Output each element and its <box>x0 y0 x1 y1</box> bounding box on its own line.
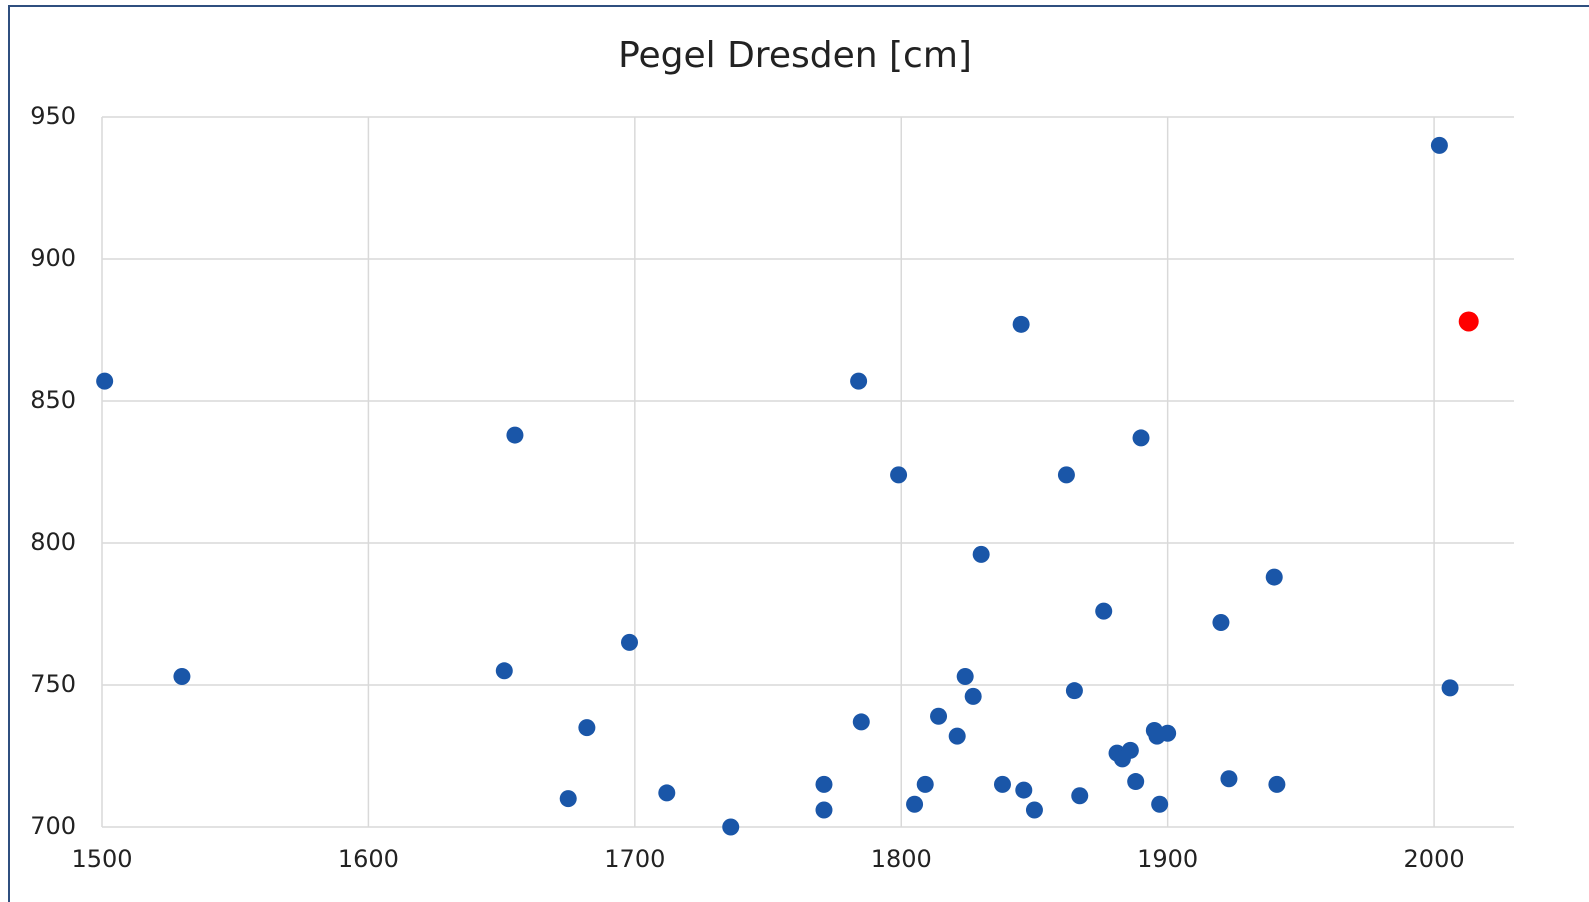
chart-title: Pegel Dresden [cm] <box>618 35 972 76</box>
x-tick-label: 2000 <box>1404 845 1465 873</box>
y-tick-label: 750 <box>30 670 76 698</box>
point <box>722 818 740 836</box>
point <box>578 719 596 737</box>
point <box>96 372 114 390</box>
point <box>621 633 639 651</box>
point <box>850 372 868 390</box>
point <box>1458 311 1479 332</box>
point <box>1121 741 1139 759</box>
point <box>1441 679 1459 697</box>
point <box>972 545 990 563</box>
point <box>1265 568 1283 586</box>
point <box>948 727 966 745</box>
point <box>495 662 513 680</box>
point <box>1095 602 1113 620</box>
point <box>815 775 833 793</box>
point <box>1025 801 1043 819</box>
x-tick-label: 1900 <box>1137 845 1198 873</box>
point <box>1071 787 1089 805</box>
point <box>964 687 982 705</box>
chart-frame <box>8 5 1589 902</box>
point <box>1015 781 1033 799</box>
y-tick-label: 950 <box>30 102 76 130</box>
point <box>1151 795 1169 813</box>
point <box>916 775 934 793</box>
y-tick-label: 850 <box>30 386 76 414</box>
y-tick-label: 800 <box>30 528 76 556</box>
x-tick-label: 1800 <box>871 845 932 873</box>
point <box>1430 136 1448 154</box>
point <box>506 426 524 444</box>
x-tick-label: 1700 <box>604 845 665 873</box>
point <box>173 667 191 685</box>
point <box>852 713 870 731</box>
x-tick-label: 1600 <box>338 845 399 873</box>
point <box>890 466 908 484</box>
point <box>956 667 974 685</box>
point <box>1159 724 1177 742</box>
y-tick-label: 900 <box>30 244 76 272</box>
point <box>658 784 676 802</box>
point <box>1268 775 1286 793</box>
point <box>1220 770 1238 788</box>
point <box>1127 773 1145 791</box>
y-tick-label: 700 <box>30 812 76 840</box>
point <box>1012 315 1030 333</box>
point <box>815 801 833 819</box>
point <box>1065 682 1083 700</box>
point <box>1212 614 1230 632</box>
point <box>1057 466 1075 484</box>
point <box>559 790 577 808</box>
point <box>993 775 1011 793</box>
x-tick-label: 1500 <box>71 845 132 873</box>
point <box>930 707 948 725</box>
point <box>1132 429 1150 447</box>
point <box>906 795 924 813</box>
